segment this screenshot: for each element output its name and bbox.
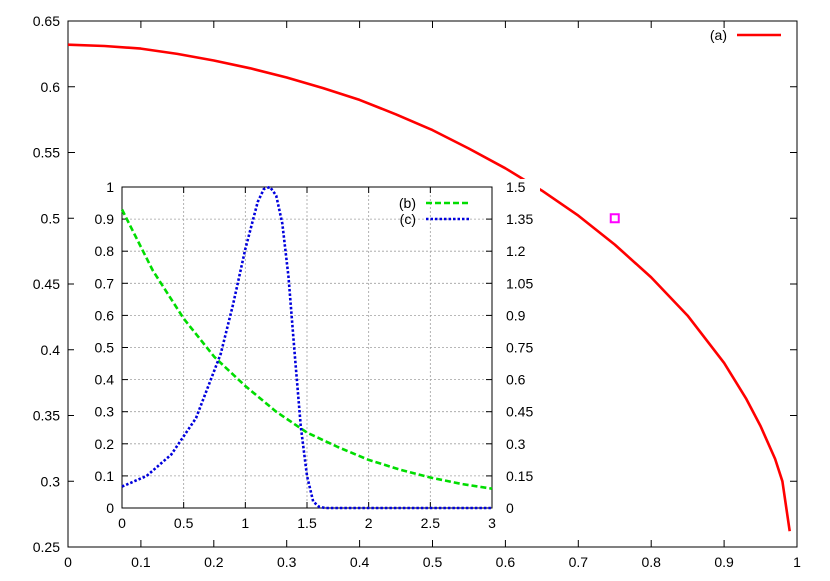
- main-y-tick-label: 0.4: [41, 342, 61, 358]
- inset-y-right-tick-label: 1.05: [506, 275, 533, 291]
- inset-y-left-tick-label: 0.1: [95, 468, 115, 484]
- inset-y-right-tick-label: 0.6: [506, 372, 526, 388]
- inset-y-right-tick-label: 1.5: [506, 179, 526, 195]
- inset-x-tick-label: 2.5: [421, 515, 441, 531]
- inset-chart: 0 0.5 1 1.5 2 2.5 300.10.20.30.40.50.60.70.80.…: [74, 179, 540, 531]
- main-y-tick-label: 0.65: [33, 13, 60, 29]
- main-x-tick-label: 0.1: [131, 554, 151, 570]
- main-x-tick-label: 0.3: [277, 554, 297, 570]
- inset-y-right-tick-label: 1.2: [506, 243, 526, 259]
- main-x-tick-label: 0: [64, 554, 72, 570]
- series-line-a: [67, 43, 791, 532]
- inset-y-right-tick-label: 0.9: [506, 307, 526, 323]
- series-line-b: [120, 208, 493, 490]
- inset-x-tick-label: 2: [365, 515, 373, 531]
- main-chart: 0 0.1 0.2 0.3 0.4 0.5 0.6 0.7 0.8 0.9 1 0.25 0.3 0.35…: [33, 13, 801, 570]
- main-y-tick-label: 0.6: [41, 79, 61, 95]
- inset-x-tick-label: 3: [488, 515, 496, 531]
- inset-y-right-tick-label: 0: [506, 500, 514, 516]
- inset-y-right-tick-label: 0.3: [506, 436, 526, 452]
- main-x-tick-label: 0.4: [350, 554, 370, 570]
- main-x-tick-label: 0.9: [714, 554, 734, 570]
- main-x-tick-label: 0.6: [496, 554, 516, 570]
- inset-x-tick-label: 0: [118, 515, 126, 531]
- inset-y-right-tick-label: 0.15: [506, 468, 533, 484]
- main-y-tick-label: 0.5: [41, 210, 61, 226]
- inset-y-left-tick-label: 0.5: [95, 340, 115, 356]
- main-y-tick-label: 0.3: [41, 473, 61, 489]
- main-y-tick-label: 0.55: [33, 145, 60, 161]
- point-marker: [609, 213, 620, 224]
- series-line-c: [121, 185, 492, 510]
- inset-x-tick-label: 0.5: [174, 515, 194, 531]
- main-x-tick-label: 0.8: [641, 554, 661, 570]
- main-x-tick-label: 0.5: [423, 554, 443, 570]
- main-y-tick-label: 0.25: [33, 539, 60, 555]
- inset-y-right-tick-label: 0.45: [506, 404, 533, 420]
- inset-y-left-tick-label: 0.7: [95, 275, 115, 291]
- main-x-tick-label: 0.2: [204, 554, 224, 570]
- inset-y-left-tick-label: 0.8: [95, 243, 115, 259]
- legend-label-a: (a): [710, 27, 727, 43]
- inset-x-tick-label: 1.5: [297, 515, 317, 531]
- inset-y-left-tick-label: 0.2: [95, 436, 115, 452]
- inset-y-left-tick-label: 0.6: [95, 307, 115, 323]
- inset-y-left-tick-label: 0: [106, 500, 114, 516]
- inset-y-left-tick-label: 0.4: [95, 372, 115, 388]
- main-y-tick-label: 0.35: [33, 408, 60, 424]
- inset-x-tick-label: 1: [241, 515, 249, 531]
- inset-y-right-tick-label: 0.75: [506, 340, 533, 356]
- inset-y-right-tick-label: 1.35: [506, 211, 533, 227]
- main-x-tick-label: 0.7: [569, 554, 589, 570]
- legend-label-c: (c): [400, 211, 416, 227]
- inset-y-left-tick-label: 0.9: [95, 211, 115, 227]
- main-y-tick-label: 0.45: [33, 276, 60, 292]
- inset-y-left-tick-label: 1: [106, 179, 114, 195]
- main-x-tick-label: 1: [793, 554, 801, 570]
- inset-y-left-tick-label: 0.3: [95, 404, 115, 420]
- legend-label-b: (b): [399, 195, 416, 211]
